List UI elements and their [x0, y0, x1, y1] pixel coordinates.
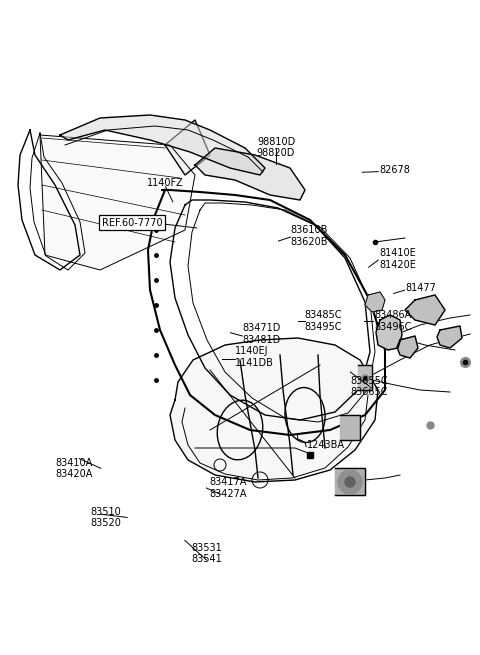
Text: 83410A
83420A: 83410A 83420A: [56, 458, 93, 479]
Text: 98810D
98820D: 98810D 98820D: [257, 137, 295, 158]
Polygon shape: [376, 315, 402, 350]
Polygon shape: [405, 295, 445, 325]
Text: 83471D
83481D: 83471D 83481D: [242, 324, 281, 345]
Polygon shape: [335, 468, 365, 495]
Polygon shape: [397, 336, 418, 358]
Text: REF.60-7770: REF.60-7770: [102, 217, 162, 228]
Polygon shape: [340, 415, 360, 440]
Text: 1140FZ: 1140FZ: [147, 178, 184, 189]
Text: 81410E
81420E: 81410E 81420E: [379, 248, 416, 269]
Text: 83486A
83496C: 83486A 83496C: [374, 310, 412, 331]
Text: 83531
83541: 83531 83541: [191, 543, 222, 564]
Polygon shape: [170, 338, 378, 482]
Text: 1243BA: 1243BA: [307, 440, 345, 451]
Text: 83510
83520: 83510 83520: [90, 507, 121, 528]
Text: 83655C
83665C: 83655C 83665C: [351, 376, 388, 397]
Text: 82678: 82678: [379, 165, 410, 176]
Polygon shape: [165, 120, 210, 175]
Polygon shape: [60, 115, 265, 175]
Polygon shape: [195, 148, 305, 200]
Circle shape: [338, 470, 362, 494]
Text: 83610B
83620B: 83610B 83620B: [290, 225, 328, 246]
Text: 83417A
83427A: 83417A 83427A: [209, 477, 247, 498]
Polygon shape: [40, 135, 195, 270]
Text: 81477: 81477: [406, 283, 436, 293]
Text: 1140EJ
1141DB: 1140EJ 1141DB: [235, 346, 274, 367]
Polygon shape: [365, 292, 385, 312]
Polygon shape: [358, 365, 372, 390]
Circle shape: [345, 477, 355, 487]
Polygon shape: [437, 326, 462, 348]
Text: 83485C
83495C: 83485C 83495C: [305, 310, 342, 331]
